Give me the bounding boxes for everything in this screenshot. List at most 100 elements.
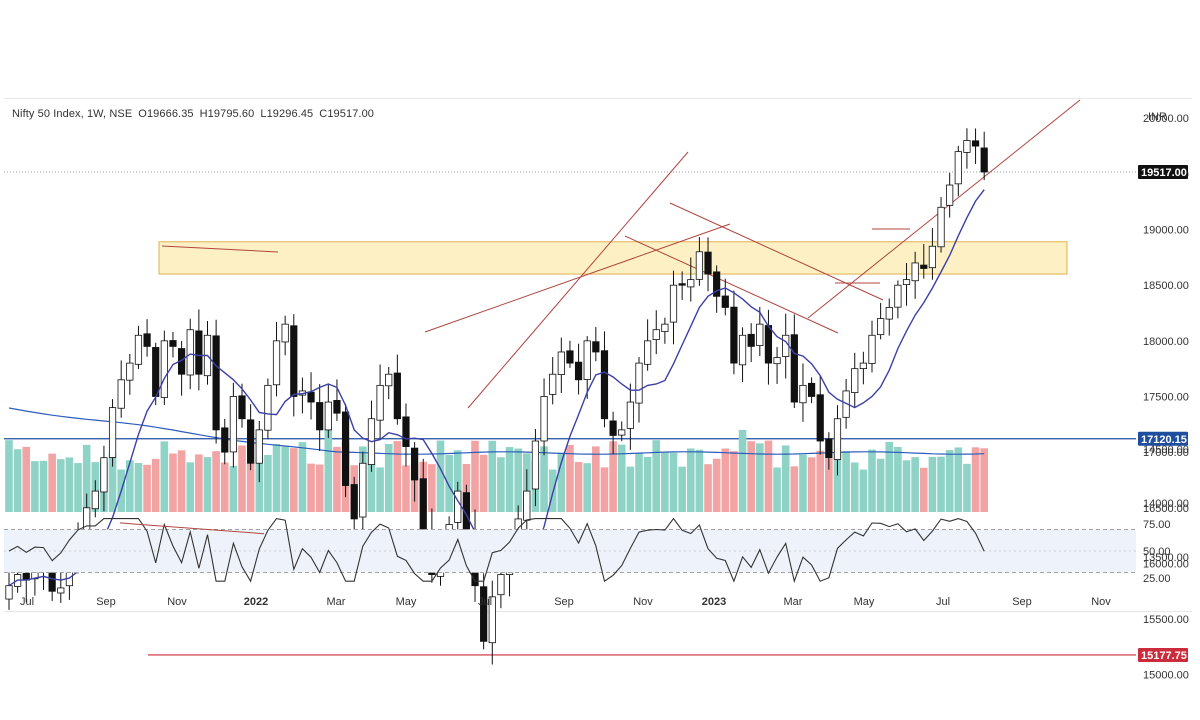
volume-bar [428,464,436,512]
candle-body [523,490,531,521]
volume-bar [281,446,289,512]
volume-bar [928,456,937,512]
volume-bar [842,451,850,512]
candle-body [833,418,842,460]
candle-body [730,306,738,364]
candle-body [583,340,591,380]
candle-body [902,279,911,286]
volume-bar [56,459,65,512]
candle-body [385,373,393,387]
volume-bar [445,455,453,512]
candle-body [91,490,99,510]
time-tick-label: Jul [20,596,34,608]
volume-bar [13,449,22,512]
low-value: L19296.45 [260,108,314,120]
candle-body [83,507,91,532]
time-tick-label: 2023 [702,596,726,608]
time-tick-label: Nov [167,596,187,608]
volume-bar [272,443,281,512]
time-axis[interactable]: Jul Sep Nov 2022 Mar May Jul Sep Nov 2023 Mar May Ju… [20,596,1111,608]
candle-body [885,307,893,320]
candle-body [764,325,773,364]
volume-bar [229,465,238,512]
candle-body [57,587,65,594]
rsi-pane [4,517,1136,584]
volume-bar [289,448,298,512]
channel-line [424,223,731,333]
candles [5,128,988,665]
volume-bar [22,446,31,512]
volume-bar [963,463,971,512]
volume-bar [471,440,479,512]
candle-body [419,478,427,531]
support-price-tag-bg [1138,431,1188,446]
volume-bar [5,440,13,512]
volume-ma-line [8,407,985,455]
candle-body [402,416,410,447]
candle-body [600,350,609,420]
time-tick-label: Mar [327,596,346,608]
candle-body [333,400,341,414]
rsi-tick-label: 25.00 [1143,573,1171,585]
volume-bar [169,453,177,512]
candle-body [911,262,919,282]
candle-body [186,329,194,376]
volume-bar [134,462,143,512]
low-price-tag: 15177.75 [1141,650,1187,662]
candle-body [825,438,833,459]
price-tick-label: 15500.00 [1143,614,1189,626]
candle-body [626,401,634,429]
price-axis[interactable]: 20000.0019500.0019000.0018500.0018000.00… [1143,111,1189,682]
volume-bar [505,447,514,512]
candle-body [661,323,669,332]
volume-bar [971,447,980,512]
candle-body [687,279,695,288]
currency-label: INR [1148,111,1167,123]
volume-bar [307,463,315,512]
volume-bar [825,458,833,512]
candle-body [376,384,384,421]
candle-body [946,184,954,206]
rsi-divergence-line [119,522,265,535]
candle-body [272,340,281,386]
rsi-tick-label: 50.00 [1143,546,1171,558]
volume-bar [324,427,333,512]
volume-bar [937,456,945,512]
volume-bar [298,442,307,512]
volume-bar [911,457,919,512]
time-tick-label: 2022 [244,596,268,608]
candle-body [359,462,367,518]
volume-bar [902,460,911,512]
volume-bar [160,441,169,512]
candle-body [574,361,583,381]
price-tick-label: 16000.00 [1143,558,1189,570]
candle-body [782,334,790,357]
time-tick-label: Sep [554,596,574,608]
volume-bar [980,448,988,512]
volume-bar [195,454,203,512]
time-tick-label: Nov [1091,596,1111,608]
volume-bar [859,469,868,512]
candle-body [756,323,764,347]
candle-body [488,596,496,644]
chart-header: Nifty 50 Index, 1W, NSE O19666.35 H19795.6… [12,108,380,120]
price-tick-label: 13500.00 [1143,552,1189,564]
horizontal-levels [4,171,1136,656]
volume-bar [738,429,747,512]
price-tick-label: 14500.00 [1143,444,1189,456]
candle-body [859,362,867,370]
volume-bar [367,454,376,512]
volume-bar [790,466,799,512]
time-tick-label: May [854,596,875,608]
volume-bar [264,454,272,512]
volume-bar [592,446,600,512]
last-price-tag-bg [1138,165,1188,179]
volume-bar [74,463,82,512]
price-tick-label: 16500.00 [1143,503,1189,515]
time-tick-label: Jul [478,596,492,608]
volume-bar [894,446,902,512]
candle-body [963,140,971,153]
volume-bar [721,448,730,512]
volume-bar [945,450,954,512]
